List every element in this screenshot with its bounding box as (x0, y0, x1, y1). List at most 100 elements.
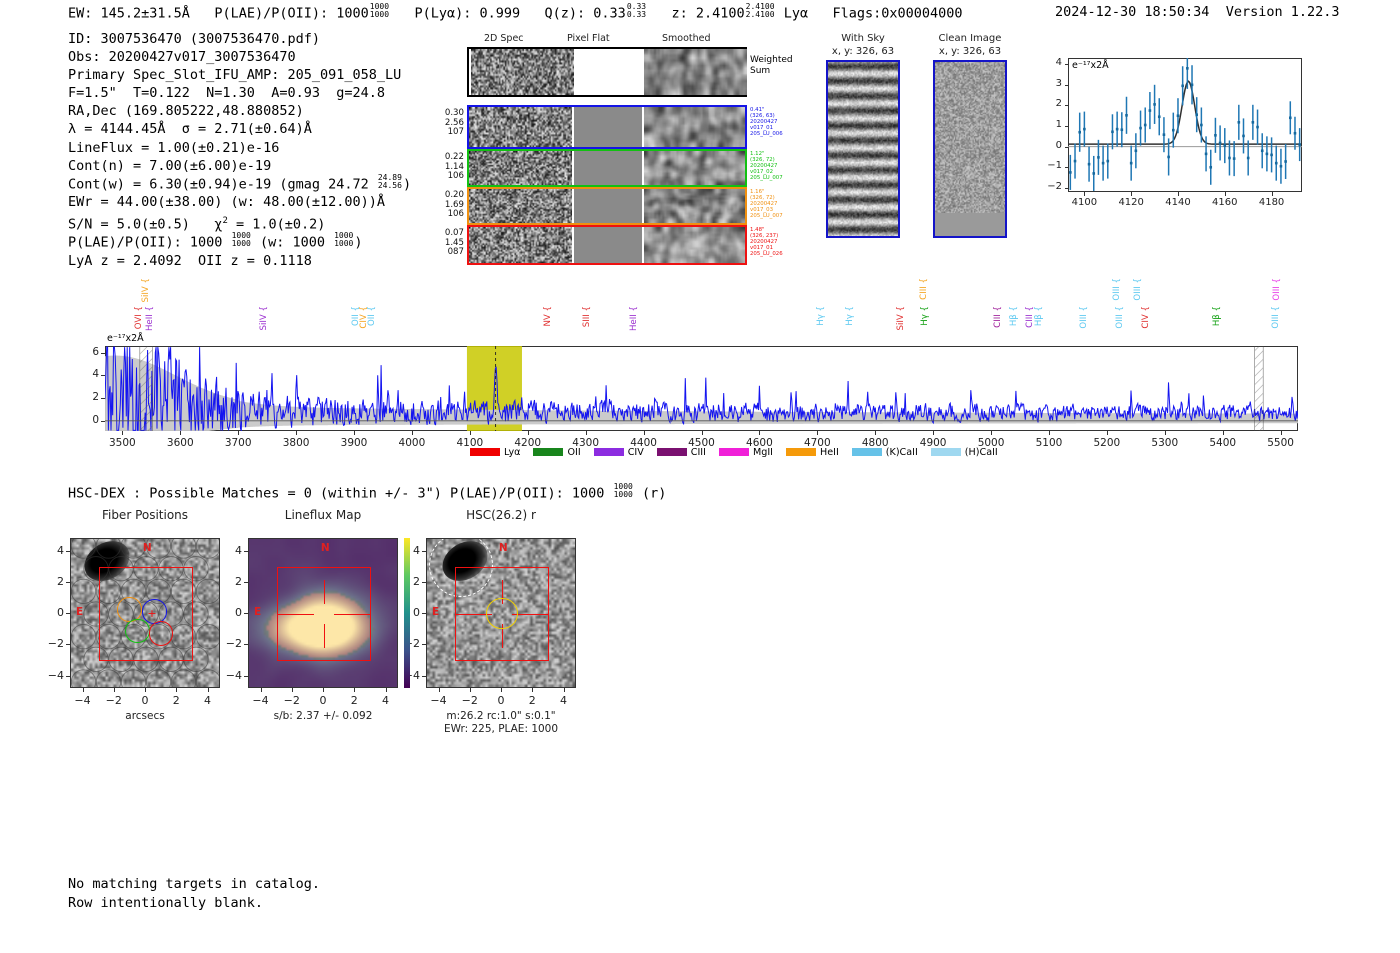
fiber-smoothed-2 (644, 151, 745, 185)
fiber-meta-line: (326, 72) (750, 195, 775, 201)
cutout-ytick (66, 581, 70, 583)
emission-line-label-ovi-1: OVI { (133, 306, 144, 330)
plya-label: P(Lyα): (414, 5, 472, 22)
spec-xtick (122, 431, 124, 435)
footer-line-2: Row intentionally blank. (68, 894, 264, 911)
gaussian-fit-curve (1068, 80, 1302, 145)
highlighted-fiber-3[interactable] (125, 619, 150, 644)
cutout-ytick (244, 675, 248, 677)
compass-east: E (76, 606, 84, 618)
fiber-row-4[interactable] (467, 225, 747, 265)
cutout-xtick-label: 0 (497, 694, 505, 707)
cutout-ytick-label: −2 (403, 637, 420, 651)
spectrum-plot (105, 346, 1298, 431)
cutout-ytick-label: −2 (47, 637, 64, 651)
fiber-meta-line: (326, 63) (750, 113, 775, 119)
fiber-meta-line: 0.41" (750, 107, 765, 113)
lp-ytick-label: 0 (1055, 139, 1062, 151)
spec-xtick-label: 4700 (803, 437, 831, 449)
spec-xtick (817, 431, 819, 435)
fiber-left-values-3: 0.20 1.69 106 (432, 190, 464, 220)
cutout-xtick (385, 688, 387, 692)
fiber-meta-line: v017_03 (750, 207, 774, 213)
cutout-xtick (438, 688, 440, 692)
cutout-title-2: HSC(26.2) r (466, 508, 536, 522)
lp-xtick-label: 4120 (1118, 197, 1144, 208)
fiber-2dspec-2 (469, 151, 572, 185)
cutout-xtick (501, 688, 502, 692)
cutout-image-0[interactable]: N E + (70, 538, 220, 688)
spec-col-title-2: Smoothed (662, 33, 711, 44)
spec-xtick-label: 5100 (1035, 437, 1063, 449)
spec-xtick-label: 4300 (572, 437, 600, 449)
fiber-meta-line: 20200427 (750, 163, 778, 169)
line-profile-chart: 4100 4120 4140 4160 4180 −2 −1 0 1 2 3 4 e⁻¹⁷x2Å (1038, 52, 1306, 214)
spec-xtick (296, 431, 298, 435)
cutout-xtick (260, 688, 262, 692)
cutout-ytick (422, 675, 426, 677)
fiber-row-3[interactable] (467, 187, 747, 225)
lp-ytick (1064, 167, 1068, 169)
cutout-ytick-label: −4 (403, 668, 420, 682)
lp-xtick-label: 4100 (1071, 197, 1098, 208)
crosshair-right (334, 614, 371, 616)
legend-swatch (533, 448, 564, 456)
emission-line-label-siiv-3: SiIV { (259, 306, 270, 331)
spec-ytick (101, 420, 105, 422)
timestamp-version: 2024-12-30 18:50:34 Version 1.22.3 (1055, 4, 1340, 20)
fiber-meta-line: 20200427 (750, 239, 778, 245)
legend-item-lyα: Lyα (470, 447, 520, 458)
legend-item-civ: CIV (593, 447, 644, 458)
fiber-left-value: 1.14 (444, 161, 464, 172)
cutout-ytick-label: −2 (225, 637, 242, 651)
spec-xtick-label: 5400 (1209, 437, 1237, 449)
fiber-grid-overlay (71, 539, 219, 687)
fiber-row-1[interactable] (467, 105, 747, 149)
lp-ytick-label: −1 (1047, 160, 1062, 172)
fiber-row-2[interactable] (467, 149, 747, 187)
lineflux-sb-caption: s/b: 2.37 +/- 0.092 (273, 710, 373, 722)
cutout-xtick (145, 688, 146, 692)
highlighted-fiber-4[interactable] (148, 621, 174, 646)
emission-line-label-oiii-20: OIII { (1112, 278, 1123, 301)
hsc-dex-header: HSC-DEX : Possible Matches = 0 (within +… (68, 482, 667, 502)
cutout-ytick (422, 581, 426, 583)
legend-swatch (786, 448, 816, 456)
fiber-right-meta-1: 0.41" (326, 63) 20200427 v017_01 205_LU_006 (750, 107, 796, 137)
emission-line-label-siii-8: SIII { (581, 306, 592, 328)
sky-image-with-sky[interactable] (826, 60, 900, 238)
lp-ytick (1064, 105, 1068, 107)
spec-xtick (1280, 431, 1282, 435)
fiber-smoothed-3 (644, 189, 745, 223)
emission-line-label-hβ-16: Hβ { (1009, 306, 1020, 327)
legend-item-kcaii: (K)CaII (851, 447, 918, 458)
spectrum-legend: Lyα OII CIV CIII MgII HeII (K)CaII (H)CaII (470, 447, 1011, 458)
lp-xtick-label: 4140 (1165, 197, 1191, 208)
cutout-xtick-label: −2 (283, 694, 300, 707)
flux-trace (105, 346, 1298, 431)
weighted-sum-label: Weighted Sum (750, 55, 793, 77)
cutout-ytick (422, 550, 426, 552)
fiber-meta-line: 20200427 (750, 119, 778, 125)
photometry-aperture[interactable] (486, 597, 518, 629)
z-range: 2.4100 2.4100 (745, 2, 775, 19)
hsc-ewr-plae-caption: EWr: 225, PLAE: 1000 (443, 723, 559, 735)
spec-col-title-0: 2D Spec (484, 33, 524, 44)
fiber-right-meta-3: 1.16" (326, 72) 20200427 v017_03 205_LU_007 (750, 189, 796, 219)
highlighted-fiber-1[interactable] (117, 597, 142, 622)
cutout-ytick-label: −4 (47, 668, 64, 682)
crosshair-left (455, 614, 492, 616)
spec-xtick-label: 4200 (514, 437, 542, 449)
masked-region-1 (1254, 346, 1264, 431)
sky-image-clean[interactable] (933, 60, 1007, 238)
lp-xtick (1131, 192, 1133, 196)
emission-line-label-hγ-14: Hγ { (920, 306, 931, 326)
cutout-xtick-label: 2 (528, 694, 536, 707)
info-ewr: EWr = 44.00(±38.00) (w: 48.00(±12.00))Å (68, 194, 385, 211)
cutout-title-1: Lineflux Map (284, 508, 362, 522)
info-sn-chi2: S/N = 5.0(±0.5) χ2 = 1.0(±0.2) (68, 215, 326, 233)
info-obs: Obs: 20200427v017_3007536470 (68, 49, 296, 66)
fiber-left-values-2: 0.22 1.14 106 (432, 152, 464, 182)
